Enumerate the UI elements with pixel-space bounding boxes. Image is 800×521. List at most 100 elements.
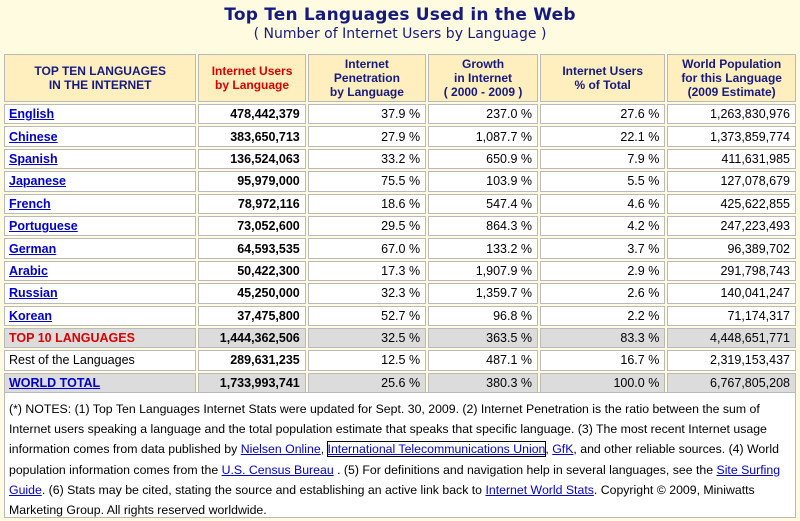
column-header-line: TOP TEN LANGUAGES [34,64,166,78]
value-cell: 103.9 % [428,171,539,192]
language-link[interactable]: Russian [9,286,58,301]
table-row: Arabic 50,422,300 17.3 % 1,907.9 % 2.9 % 291,… [4,260,796,282]
value-cell: 127,078,679 [667,171,796,192]
value-cell: 4.2 % [540,215,666,237]
value-cell: 291,798,743 [667,260,796,282]
internet-world-stats-link[interactable]: Internet World Stats [485,482,594,497]
table-row: French 78,972,116 18.6 % 547.4 % 4.6 % 425,62… [4,193,796,214]
language-link[interactable]: Arabic [9,263,48,278]
column-header: World Population for this Language (2009 E… [667,54,796,102]
column-header-line: Internet [344,57,389,71]
language-cell: Russian [4,283,197,304]
value-cell: 18.6 % [307,193,427,214]
notes: (*) NOTES: (1) Top Ten Languages Interne… [4,392,796,518]
column-header-line: Penetration [333,71,400,85]
notes-text-1: (*) NOTES: (1) Top Ten Languages Interne… [9,402,767,457]
nielsen-online-link[interactable]: Nielsen Online [240,442,321,457]
census-bureau-link[interactable]: U.S. Census Bureau [221,462,334,477]
table-row: Portuguese 73,052,600 29.5 % 864.3 % 4.2 % 24… [4,215,796,237]
value-cell: 32.5 % [307,327,427,349]
value-cell: 4.6 % [540,193,666,214]
language-cell: Arabic [4,260,197,282]
column-header-line: ( 2000 - 2009 ) [443,85,523,99]
value-cell: 411,631,985 [667,148,796,170]
table-row: Russian 45,250,000 32.3 % 1,359.7 % 2.6 % 140… [4,283,796,304]
value-cell: 1,907.9 % [428,260,539,282]
table-row: Korean 37,475,800 52.7 % 96.8 % 2.2 % 71,174,… [4,305,796,326]
language-cell: Portuguese [4,215,197,237]
column-header-line: (2009 Estimate) [687,85,776,99]
column-header-line: for this Language [681,71,782,85]
value-cell: 71,174,317 [667,305,796,326]
itu-link[interactable]: International Telecommunications Union [326,441,547,458]
value-cell: 2.6 % [540,283,666,304]
value-cell: 247,223,493 [667,215,796,237]
value-cell: 5.5 % [540,171,666,192]
value-cell: 32.3 % [307,283,427,304]
language-cell: French [4,193,197,214]
value-cell: 96,389,702 [667,238,796,259]
gfk-link[interactable]: GfK [552,442,574,457]
value-cell: 1,263,830,976 [667,104,796,125]
value-cell: 1,087.7 % [428,126,539,147]
page-title: Top Ten Languages Used in the Web [224,5,576,25]
table-row: Chinese 383,650,713 27.9 % 1,087.7 % 22.1 % 1… [4,126,796,147]
value-cell: 425,622,855 [667,193,796,214]
column-header-line: by Language [215,78,290,92]
value-cell: 1,359.7 % [428,283,539,304]
language-link[interactable]: Spanish [9,151,58,166]
language-link[interactable]: French [9,196,51,211]
value-cell: 83.3 % [540,327,666,349]
language-cell: Rest of the Languages [4,350,197,371]
language-cell: Chinese [4,126,197,147]
value-cell: 289,631,235 [198,350,306,371]
value-cell: 27.9 % [307,126,427,147]
value-cell: 4,448,651,771 [667,327,796,349]
language-cell: English [4,104,197,125]
value-cell: 73,052,600 [198,215,306,237]
value-cell: 27.6 % [540,104,666,125]
value-cell: 17.3 % [307,260,427,282]
column-header-line: World Population [682,57,782,71]
language-link[interactable]: German [9,241,57,256]
value-cell: 52.7 % [307,305,427,326]
language-link[interactable]: Japanese [9,174,66,189]
value-cell: 67.0 % [307,238,427,259]
value-cell: 6,767,805,208 [667,372,796,394]
value-cell: 140,041,247 [667,283,796,304]
language-cell: WORLD TOTAL [4,372,197,394]
value-cell: 29.5 % [307,215,427,237]
header-row: TOP TEN LANGUAGES IN THE INTERNET Internet… [4,54,796,102]
value-cell: 363.5 % [428,327,539,349]
value-cell: 75.5 % [307,171,427,192]
value-cell: 133.2 % [428,238,539,259]
language-cell: Spanish [4,148,197,170]
value-cell: 33.2 % [307,148,427,170]
language-link[interactable]: WORLD TOTAL [9,375,101,390]
title-box: Top Ten Languages Used in the Web ( Numb… [0,0,800,50]
value-cell: 2.9 % [540,260,666,282]
table-row: Spanish 136,524,063 33.2 % 650.9 % 7.9 % 411,… [4,148,796,170]
language-link[interactable]: Portuguese [9,219,78,234]
language-link[interactable]: English [9,107,55,122]
value-cell: 16.7 % [540,350,666,371]
table-row: Rest of the Languages 289,631,235 12.5 % 48… [4,350,796,371]
column-header: Growth in Internet( 2000 - 2009 ) [428,54,539,102]
value-cell: 50,422,300 [198,260,306,282]
value-cell: 136,524,063 [198,148,306,170]
site-surfing-guide-link[interactable]: Site Surfing Guide [9,462,781,497]
value-cell: 487.1 % [428,350,539,371]
value-cell: 3.7 % [540,238,666,259]
table-row: TOP 10 LANGUAGES 1,444,362,506 32.5 % 363.5… [4,327,796,349]
value-cell: 22.1 % [540,126,666,147]
column-header: Internet Users% of Total [540,54,666,102]
language-link[interactable]: Chinese [9,129,58,144]
column-header-line: by Language [329,85,404,99]
notes-text-4: , and other reliable sources. (4) World … [9,442,779,477]
table-row: English 478,442,379 37.9 % 237.0 % 27.6 % 1,2… [4,104,796,125]
column-header: TOP TEN LANGUAGES IN THE INTERNET [4,54,197,102]
value-cell: 383,650,713 [198,126,306,147]
value-cell: 12.5 % [307,350,427,371]
value-cell: 96.8 % [428,305,539,326]
language-link[interactable]: Korean [9,308,53,323]
